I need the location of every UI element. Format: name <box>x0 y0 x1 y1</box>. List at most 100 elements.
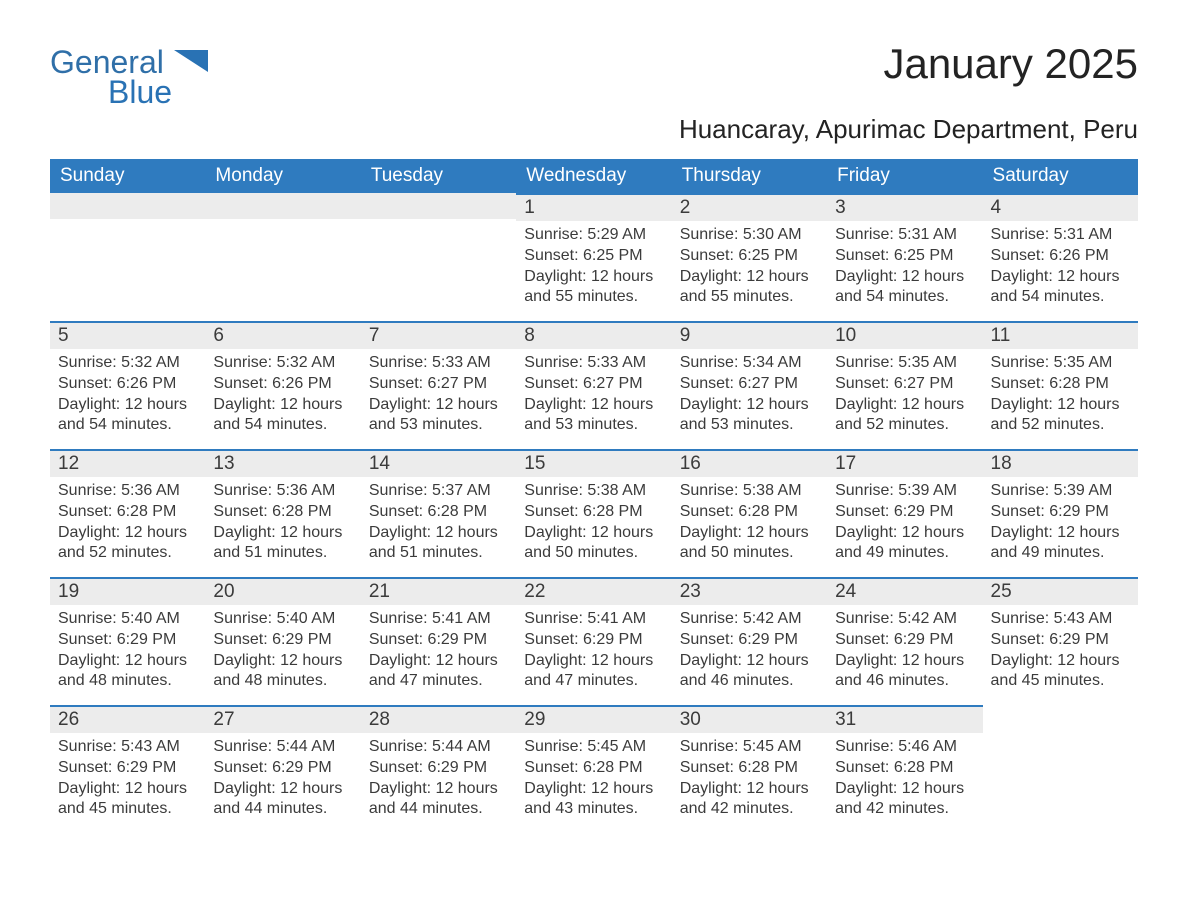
day-number: 17 <box>827 449 982 477</box>
calendar-day-cell: 15Sunrise: 5:38 AMSunset: 6:28 PMDayligh… <box>516 449 671 577</box>
day-number: 26 <box>50 705 205 733</box>
sunset-line: Sunset: 6:26 PM <box>991 246 1130 267</box>
location-subtitle: Huancaray, Apurimac Department, Peru <box>50 114 1138 145</box>
sunset-line: Sunset: 6:28 PM <box>835 758 974 779</box>
daylight-line: Daylight: 12 hours and 53 minutes. <box>369 395 508 437</box>
calendar-day-cell: 25Sunrise: 5:43 AMSunset: 6:29 PMDayligh… <box>983 577 1138 705</box>
day-data: Sunrise: 5:34 AMSunset: 6:27 PMDaylight:… <box>672 349 827 446</box>
calendar-day-cell <box>205 193 360 321</box>
sunrise-line: Sunrise: 5:41 AM <box>524 609 663 630</box>
day-data: Sunrise: 5:31 AMSunset: 6:25 PMDaylight:… <box>827 221 982 318</box>
sunrise-line: Sunrise: 5:40 AM <box>213 609 352 630</box>
daylight-line: Daylight: 12 hours and 42 minutes. <box>835 779 974 821</box>
sunset-line: Sunset: 6:28 PM <box>991 374 1130 395</box>
day-number: 15 <box>516 449 671 477</box>
calendar-day-cell: 5Sunrise: 5:32 AMSunset: 6:26 PMDaylight… <box>50 321 205 449</box>
day-number: 30 <box>672 705 827 733</box>
calendar-day-cell: 30Sunrise: 5:45 AMSunset: 6:28 PMDayligh… <box>672 705 827 833</box>
day-data: Sunrise: 5:35 AMSunset: 6:27 PMDaylight:… <box>827 349 982 446</box>
day-data: Sunrise: 5:45 AMSunset: 6:28 PMDaylight:… <box>516 733 671 830</box>
sunrise-line: Sunrise: 5:32 AM <box>58 353 197 374</box>
calendar-day-cell: 21Sunrise: 5:41 AMSunset: 6:29 PMDayligh… <box>361 577 516 705</box>
sunset-line: Sunset: 6:29 PM <box>369 758 508 779</box>
brand-triangle-icon <box>174 50 208 76</box>
day-number: 16 <box>672 449 827 477</box>
sunset-line: Sunset: 6:28 PM <box>680 502 819 523</box>
empty-day-strip <box>361 193 516 219</box>
sunset-line: Sunset: 6:26 PM <box>213 374 352 395</box>
calendar-day-cell: 3Sunrise: 5:31 AMSunset: 6:25 PMDaylight… <box>827 193 982 321</box>
daylight-line: Daylight: 12 hours and 52 minutes. <box>58 523 197 565</box>
sunrise-line: Sunrise: 5:43 AM <box>58 737 197 758</box>
day-data: Sunrise: 5:36 AMSunset: 6:28 PMDaylight:… <box>205 477 360 574</box>
sunrise-line: Sunrise: 5:46 AM <box>835 737 974 758</box>
weekday-header: Tuesday <box>361 159 516 193</box>
day-number: 6 <box>205 321 360 349</box>
day-number: 8 <box>516 321 671 349</box>
sunrise-line: Sunrise: 5:31 AM <box>991 225 1130 246</box>
calendar-day-cell: 16Sunrise: 5:38 AMSunset: 6:28 PMDayligh… <box>672 449 827 577</box>
sunrise-line: Sunrise: 5:41 AM <box>369 609 508 630</box>
calendar-day-cell: 31Sunrise: 5:46 AMSunset: 6:28 PMDayligh… <box>827 705 982 833</box>
day-number: 19 <box>50 577 205 605</box>
calendar-week-row: 1Sunrise: 5:29 AMSunset: 6:25 PMDaylight… <box>50 193 1138 321</box>
day-data: Sunrise: 5:38 AMSunset: 6:28 PMDaylight:… <box>516 477 671 574</box>
sunrise-line: Sunrise: 5:45 AM <box>680 737 819 758</box>
calendar-day-cell: 6Sunrise: 5:32 AMSunset: 6:26 PMDaylight… <box>205 321 360 449</box>
day-data: Sunrise: 5:39 AMSunset: 6:29 PMDaylight:… <box>827 477 982 574</box>
sunset-line: Sunset: 6:29 PM <box>524 630 663 651</box>
day-data: Sunrise: 5:37 AMSunset: 6:28 PMDaylight:… <box>361 477 516 574</box>
sunrise-line: Sunrise: 5:35 AM <box>835 353 974 374</box>
daylight-line: Daylight: 12 hours and 53 minutes. <box>680 395 819 437</box>
sunrise-line: Sunrise: 5:36 AM <box>58 481 197 502</box>
weekday-header: Thursday <box>672 159 827 193</box>
day-number: 3 <box>827 193 982 221</box>
day-data: Sunrise: 5:33 AMSunset: 6:27 PMDaylight:… <box>361 349 516 446</box>
daylight-line: Daylight: 12 hours and 48 minutes. <box>213 651 352 693</box>
sunrise-line: Sunrise: 5:37 AM <box>369 481 508 502</box>
day-number: 22 <box>516 577 671 605</box>
day-data: Sunrise: 5:30 AMSunset: 6:25 PMDaylight:… <box>672 221 827 318</box>
day-data: Sunrise: 5:45 AMSunset: 6:28 PMDaylight:… <box>672 733 827 830</box>
calendar-day-cell: 18Sunrise: 5:39 AMSunset: 6:29 PMDayligh… <box>983 449 1138 577</box>
sunset-line: Sunset: 6:29 PM <box>680 630 819 651</box>
day-number: 18 <box>983 449 1138 477</box>
sunrise-line: Sunrise: 5:42 AM <box>680 609 819 630</box>
day-data: Sunrise: 5:44 AMSunset: 6:29 PMDaylight:… <box>361 733 516 830</box>
daylight-line: Daylight: 12 hours and 43 minutes. <box>524 779 663 821</box>
sunset-line: Sunset: 6:29 PM <box>58 758 197 779</box>
daylight-line: Daylight: 12 hours and 44 minutes. <box>213 779 352 821</box>
sunset-line: Sunset: 6:28 PM <box>213 502 352 523</box>
day-data: Sunrise: 5:38 AMSunset: 6:28 PMDaylight:… <box>672 477 827 574</box>
day-data: Sunrise: 5:40 AMSunset: 6:29 PMDaylight:… <box>205 605 360 702</box>
day-number: 2 <box>672 193 827 221</box>
sunrise-line: Sunrise: 5:38 AM <box>524 481 663 502</box>
sunset-line: Sunset: 6:28 PM <box>680 758 819 779</box>
sunset-line: Sunset: 6:28 PM <box>58 502 197 523</box>
sunset-line: Sunset: 6:25 PM <box>524 246 663 267</box>
calendar-day-cell: 17Sunrise: 5:39 AMSunset: 6:29 PMDayligh… <box>827 449 982 577</box>
sunset-line: Sunset: 6:29 PM <box>835 630 974 651</box>
calendar-day-cell: 8Sunrise: 5:33 AMSunset: 6:27 PMDaylight… <box>516 321 671 449</box>
calendar-day-cell: 1Sunrise: 5:29 AMSunset: 6:25 PMDaylight… <box>516 193 671 321</box>
day-data: Sunrise: 5:41 AMSunset: 6:29 PMDaylight:… <box>361 605 516 702</box>
sunset-line: Sunset: 6:28 PM <box>369 502 508 523</box>
day-number: 13 <box>205 449 360 477</box>
calendar-day-cell: 9Sunrise: 5:34 AMSunset: 6:27 PMDaylight… <box>672 321 827 449</box>
day-number: 7 <box>361 321 516 349</box>
sunset-line: Sunset: 6:26 PM <box>58 374 197 395</box>
calendar-week-row: 12Sunrise: 5:36 AMSunset: 6:28 PMDayligh… <box>50 449 1138 577</box>
day-data: Sunrise: 5:35 AMSunset: 6:28 PMDaylight:… <box>983 349 1138 446</box>
sunrise-line: Sunrise: 5:34 AM <box>680 353 819 374</box>
daylight-line: Daylight: 12 hours and 48 minutes. <box>58 651 197 693</box>
calendar-day-cell: 29Sunrise: 5:45 AMSunset: 6:28 PMDayligh… <box>516 705 671 833</box>
daylight-line: Daylight: 12 hours and 46 minutes. <box>680 651 819 693</box>
sunrise-line: Sunrise: 5:38 AM <box>680 481 819 502</box>
sunset-line: Sunset: 6:29 PM <box>991 630 1130 651</box>
page-title: January 2025 <box>883 40 1138 88</box>
day-data: Sunrise: 5:36 AMSunset: 6:28 PMDaylight:… <box>50 477 205 574</box>
day-number: 9 <box>672 321 827 349</box>
day-number: 21 <box>361 577 516 605</box>
sunset-line: Sunset: 6:29 PM <box>213 630 352 651</box>
daylight-line: Daylight: 12 hours and 51 minutes. <box>369 523 508 565</box>
